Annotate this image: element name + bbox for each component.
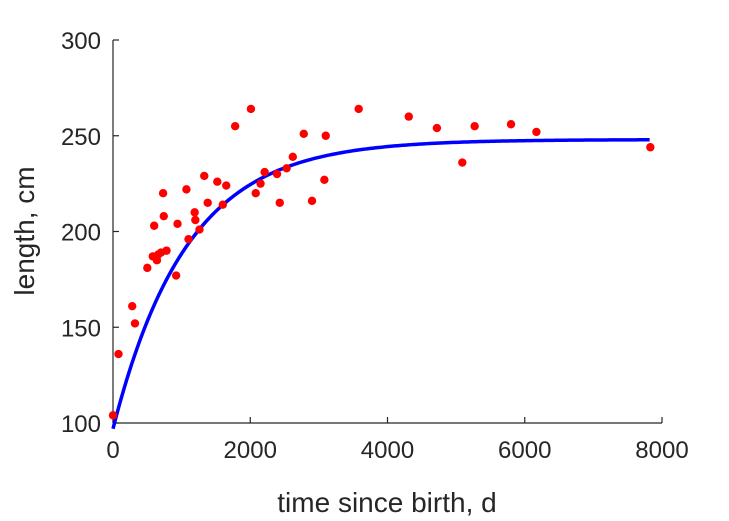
x-tick-label: 0 — [106, 437, 119, 464]
data-point — [114, 349, 123, 359]
data-point — [260, 167, 269, 177]
x-tick-label: 8000 — [635, 437, 688, 464]
data-point — [171, 271, 181, 280]
data-point — [200, 171, 209, 181]
data-point — [173, 219, 182, 229]
y-tick-label: 300 — [61, 28, 101, 55]
plot-area: 0 2000 4000 6000 8000 100 150 200 250 300 — [61, 28, 689, 464]
data-point — [470, 121, 479, 131]
data-point — [222, 181, 231, 190]
data-point — [213, 177, 222, 186]
y-axis-label: length, cm — [9, 166, 40, 295]
data-point — [182, 185, 191, 194]
data-point — [404, 112, 413, 121]
data-point — [432, 123, 442, 133]
x-tick-label: 6000 — [498, 437, 551, 464]
data-point — [275, 198, 284, 207]
data-point — [184, 234, 193, 244]
data-point — [190, 208, 199, 217]
fit-curve — [111, 138, 650, 430]
data-point — [646, 143, 655, 152]
data-point — [130, 319, 140, 328]
data-point — [128, 301, 137, 311]
y-tick-label: 100 — [61, 411, 101, 438]
x-tick-label: 4000 — [361, 437, 414, 464]
data-point — [149, 221, 159, 230]
data-point — [158, 189, 168, 198]
data-points — [108, 104, 655, 420]
data-point — [458, 158, 467, 167]
data-point — [282, 164, 291, 173]
data-point — [272, 169, 282, 179]
y-tick-label: 250 — [61, 124, 101, 151]
data-point — [195, 225, 204, 234]
data-point — [256, 179, 265, 188]
y-tick-label: 200 — [61, 220, 101, 247]
data-point — [354, 104, 363, 114]
data-point — [506, 120, 516, 129]
data-point — [108, 411, 118, 420]
data-point — [320, 175, 329, 184]
data-point — [246, 104, 256, 114]
y-tick-label: 150 — [61, 315, 101, 342]
axis-ticks: 0 2000 4000 6000 8000 100 150 200 250 300 — [61, 28, 689, 464]
data-point — [532, 127, 541, 137]
data-point — [321, 131, 330, 140]
data-point — [307, 196, 317, 206]
data-point — [162, 246, 171, 255]
data-point — [203, 198, 212, 207]
data-point — [288, 152, 297, 162]
data-point — [191, 215, 200, 225]
data-point — [218, 200, 227, 209]
data-point — [159, 211, 168, 221]
x-tick-label: 2000 — [224, 437, 277, 464]
data-point — [299, 129, 308, 139]
data-point — [143, 263, 152, 273]
data-point — [230, 121, 240, 131]
x-axis-label: time since birth, d — [277, 487, 496, 518]
data-point — [251, 189, 260, 198]
